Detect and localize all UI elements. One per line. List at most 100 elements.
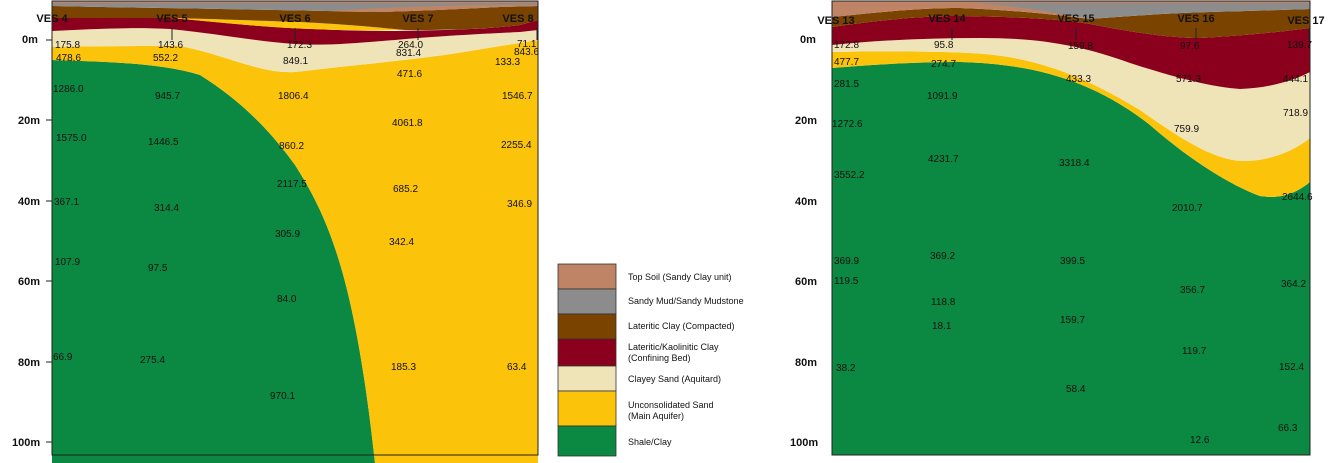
resistivity-value: 12.6 [1190, 435, 1210, 446]
depth-label: 100m [790, 437, 818, 449]
resistivity-value: 275.4 [140, 355, 165, 366]
left-station-label: VES 4 [36, 13, 68, 25]
right-station-ticks [831, 28, 1310, 40]
legend-label: (Main Aquifer) [628, 411, 684, 421]
legend-label: Sandy Mud/Sandy Mudstone [628, 296, 744, 306]
resistivity-value: 185.3 [391, 362, 416, 373]
resistivity-value: 18.1 [932, 321, 952, 332]
resistivity-value: 3318.4 [1059, 158, 1090, 169]
resistivity-value: 281.5 [834, 79, 859, 90]
legend-swatch-confining [557, 338, 617, 367]
resistivity-value: 367.1 [54, 197, 79, 208]
resistivity-value: 274.7 [931, 59, 956, 70]
resistivity-value: 718.9 [1283, 108, 1308, 119]
depth-label: 60m [18, 276, 40, 288]
right-station-label: VES 16 [1177, 13, 1214, 25]
left-layer-sand [52, 40, 538, 463]
left-layer-topsoil-lens [330, 5, 538, 12]
resistivity-value: 471.6 [397, 69, 422, 80]
resistivity-value: 346.9 [507, 199, 532, 210]
resistivity-value: 2010.7 [1172, 203, 1203, 214]
right-station-label: VES 15 [1057, 13, 1094, 25]
depth-label: 0m [800, 34, 816, 46]
resistivity-value: 444.1 [1283, 74, 1308, 85]
resistivity-value: 159.7 [1060, 315, 1085, 326]
right-station-labels: VES 13 VES 14 VES 15 VES 16 VES 17 [817, 13, 1324, 27]
resistivity-value: 356.7 [1180, 285, 1205, 296]
legend-label: Unconsolidated Sand [628, 400, 714, 410]
resistivity-value: 143.6 [158, 40, 183, 51]
right-section-frame [831, 0, 1311, 456]
right-layer-sandy-mud [832, 2, 1310, 19]
depth-label: 100m [12, 437, 40, 449]
legend-label: Clayey Sand (Aquitard) [628, 374, 721, 384]
resistivity-value: 342.4 [389, 237, 414, 248]
legend-label: Lateritic/Kaolinitic Clay [628, 342, 719, 352]
resistivity-value: 860.2 [279, 141, 304, 152]
legend-label: Top Soil (Sandy Clay unit) [628, 272, 732, 282]
left-station-label: VES 8 [502, 13, 533, 25]
right-station-label: VES 13 [817, 15, 854, 27]
resistivity-value: 63.4 [507, 362, 527, 373]
resistivity-value: 1286.0 [53, 84, 84, 95]
legend-swatch-clayey-sand [557, 365, 617, 392]
depth-label: 0m [22, 34, 38, 46]
resistivity-value: 58.4 [1066, 384, 1086, 395]
resistivity-value: 1806.4 [278, 91, 309, 102]
left-station-label: VES 7 [402, 13, 433, 25]
depth-label: 20m [18, 115, 40, 127]
resistivity-value: 38.2 [836, 363, 856, 374]
resistivity-value: 107.9 [55, 257, 80, 268]
right-layer-lateritic [832, 8, 1310, 38]
resistivity-value: 945.7 [155, 91, 180, 102]
legend-label: (Confining Bed) [628, 353, 691, 363]
left-station-label: VES 5 [156, 13, 187, 25]
resistivity-value: 849.1 [283, 56, 308, 67]
depth-label: 40m [795, 196, 817, 208]
resistivity-value: 433.3 [1066, 74, 1091, 85]
legend-label: Shale/Clay [628, 437, 672, 447]
resistivity-value: 2255.4 [501, 140, 532, 151]
resistivity-value: 970.1 [270, 391, 295, 402]
depth-label: 40m [18, 196, 40, 208]
resistivity-value: 552.2 [153, 53, 178, 64]
legend-label: Lateritic Clay (Compacted) [628, 321, 735, 331]
resistivity-value: 2117.5 [277, 179, 307, 190]
resistivity-value: 4061.8 [392, 118, 423, 129]
depth-label: 80m [18, 357, 40, 369]
resistivity-value: 139.7 [1287, 40, 1312, 51]
resistivity-value: 831.4 [396, 48, 421, 59]
left-layer-clayey-sand [52, 28, 538, 73]
left-layer-lateritic [52, 6, 538, 30]
resistivity-value: 172.8 [834, 40, 859, 51]
resistivity-value: 3552.2 [834, 170, 865, 181]
resistivity-value: 152.4 [1279, 362, 1304, 373]
resistivity-value: 97.5 [148, 263, 168, 274]
depth-label: 60m [795, 276, 817, 288]
legend-swatch-shale [557, 425, 617, 457]
resistivity-value: 1575.0 [56, 133, 87, 144]
legend-swatch-sandy-mud [557, 288, 617, 315]
resistivity-value: 1446.5 [148, 137, 179, 148]
resistivity-value: 264.0 [398, 40, 423, 51]
resistivity-value: 305.9 [275, 229, 300, 240]
left-layer-sand-lens [170, 18, 405, 31]
resistivity-value: 685.2 [393, 184, 418, 195]
resistivity-value: 71.1 [517, 39, 537, 50]
resistivity-value: 118.8 [931, 297, 956, 308]
resistivity-value: 477.7 [834, 57, 859, 68]
resistivity-value: 66.3 [1278, 423, 1298, 434]
resistivity-value: 571.3 [1176, 74, 1201, 85]
resistivity-value: 2644.6 [1282, 192, 1313, 203]
left-section [52, 1, 538, 463]
legend-swatch-topsoil [557, 263, 617, 290]
resistivity-value: 369.2 [930, 251, 955, 262]
resistivity-value: 399.5 [1060, 256, 1085, 267]
left-layer-shale [52, 60, 375, 463]
resistivity-value: 4231.7 [928, 154, 959, 165]
right-layer-topsoil-lens [832, 2, 1090, 19]
resistivity-value: 843.6 [514, 47, 539, 58]
legend-swatch-lateritic [557, 313, 617, 340]
left-station-ticks [51, 28, 538, 40]
